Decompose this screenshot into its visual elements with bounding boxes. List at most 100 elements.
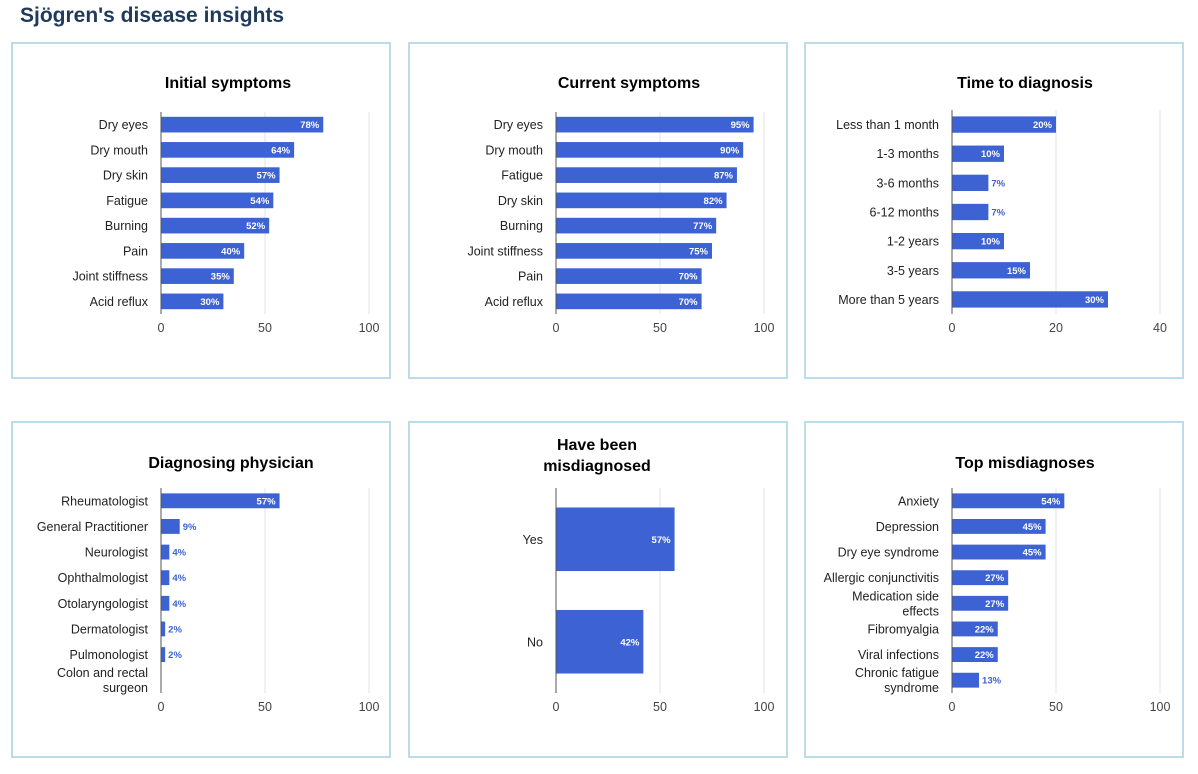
data-label: 87%: [714, 171, 734, 182]
data-label: 82%: [704, 196, 724, 207]
category-label-line: surgeon: [103, 681, 148, 695]
bar-dry-eyes: [161, 116, 324, 133]
category-label-line: Yes: [523, 533, 543, 547]
category-label: Dry mouth: [485, 143, 543, 157]
category-label: Dry eye syndrome: [838, 546, 939, 560]
x-tick-label: 0: [949, 321, 956, 335]
chart-title: Diagnosing physician: [148, 455, 313, 472]
data-label: 75%: [689, 246, 709, 257]
chart-current-symptoms: 0 50 100 Current symptoms Dry eyes 95% Dry mou…: [467, 75, 775, 335]
category-label: Acid reflux: [485, 295, 544, 309]
category-label: No: [527, 635, 543, 649]
data-label: 40%: [221, 246, 241, 257]
chart-title: Top misdiagnoses: [955, 455, 1094, 472]
x-tick-label: 100: [754, 321, 775, 335]
category-label-line: Chronic fatigue: [855, 666, 939, 680]
data-label: 2%: [168, 650, 182, 661]
chart-title: Initial symptoms: [165, 75, 291, 92]
category-label: Dry mouth: [90, 143, 148, 157]
category-label-line: Acid reflux: [485, 295, 544, 309]
data-label: 64%: [271, 145, 291, 156]
x-tick-label: 20: [1049, 321, 1063, 335]
category-label-line: No: [527, 635, 543, 649]
category-label-line: Rheumatologist: [61, 494, 148, 508]
data-label: 10%: [981, 237, 1001, 248]
chart-diagnosing-physician: 0 50 100 Diagnosing physician Rheumatologist…: [37, 455, 380, 714]
bar-otolaryngologist: [161, 595, 170, 611]
category-label-line: Dry mouth: [485, 143, 543, 157]
category-label-line: Joint stiffness: [72, 270, 148, 284]
category-label: Acid reflux: [90, 295, 149, 309]
bar-ophthalmologist: [161, 570, 170, 586]
category-label: Pain: [123, 244, 148, 258]
category-label-line: Acid reflux: [90, 295, 149, 309]
data-label: 4%: [172, 548, 186, 559]
data-label: 35%: [211, 272, 231, 283]
category-label: Anxiety: [898, 494, 940, 508]
chart-title-line: Have been: [557, 437, 637, 454]
category-label: Neurologist: [85, 546, 149, 560]
category-label-line: More than 5 years: [838, 293, 939, 307]
category-label-line: Dry skin: [103, 169, 148, 183]
bar-pulmonologist: [161, 647, 166, 662]
category-label: Dry eyes: [99, 118, 148, 132]
page-title: Sjögren's disease insights: [20, 4, 285, 27]
chart-panel-current-symptoms: 0 50 100 Current symptoms Dry eyes 95% Dry mou…: [408, 42, 788, 379]
data-label: 27%: [985, 573, 1005, 584]
chart-title: Have been misdiagnosed: [543, 437, 651, 475]
category-label-line: Dry eyes: [99, 118, 148, 132]
data-label: 9%: [183, 522, 197, 533]
x-tick-label: 0: [158, 700, 165, 714]
category-label: Colon and rectal surgeon: [57, 666, 148, 695]
data-label: 15%: [1007, 266, 1027, 277]
category-label: 1-2 years: [887, 235, 939, 249]
x-tick-label: 50: [258, 321, 272, 335]
category-label: Ophthalmologist: [58, 571, 149, 585]
category-label: Fibromyalgia: [867, 622, 939, 636]
category-label-line: syndrome: [884, 681, 939, 695]
category-label: Joint stiffness: [72, 270, 148, 284]
bar-1-3-months: [952, 145, 1004, 162]
chart-panel-time-to-diagnosis: 0 20 40 Time to diagnosis Less than 1 month 2…: [804, 42, 1184, 379]
category-label: Dermatologist: [71, 622, 149, 636]
bar-dry-skin: [161, 167, 280, 183]
x-tick-label: 100: [359, 321, 380, 335]
category-label-line: effects: [902, 604, 939, 618]
category-label-line: Otolaryngologist: [58, 597, 149, 611]
data-label: 22%: [975, 624, 995, 635]
bar-joint-stiffness: [161, 268, 234, 284]
category-label: Dry skin: [103, 169, 148, 183]
bar-3-6-months: [952, 174, 989, 192]
category-label: Joint stiffness: [467, 244, 543, 258]
data-label: 27%: [985, 599, 1005, 610]
category-label: Otolaryngologist: [58, 597, 149, 611]
x-tick-label: 0: [949, 700, 956, 714]
x-tick-label: 50: [258, 700, 272, 714]
chart-panel-have-been-misdiagnosed: 0 50 100 Have been misdiagnosed Yes 57% No 42%: [408, 421, 788, 758]
category-label-line: Joint stiffness: [467, 244, 543, 258]
category-label-line: Fatigue: [501, 169, 543, 183]
bar-dry-eyes: [556, 116, 754, 133]
category-label-line: Ophthalmologist: [58, 571, 149, 585]
category-label: More than 5 years: [838, 293, 939, 307]
bar-neurologist: [161, 544, 170, 560]
chart-title-line: Time to diagnosis: [957, 75, 1093, 92]
bar-dermatologist: [161, 621, 166, 637]
chart-title-line: Top misdiagnoses: [955, 455, 1094, 472]
data-label: 7%: [991, 208, 1005, 219]
category-label-line: Colon and rectal: [57, 666, 148, 680]
category-label-line: Burning: [500, 219, 543, 233]
category-label-line: Pain: [518, 270, 543, 284]
category-label-line: Allergic conjunctivitis: [824, 571, 939, 585]
chart-title-line: Diagnosing physician: [148, 455, 313, 472]
bar-general-practitioner: [161, 519, 180, 534]
data-label: 70%: [679, 297, 699, 308]
data-label: 10%: [981, 149, 1001, 160]
category-label-line: Pulmonologist: [69, 648, 148, 662]
data-label: 22%: [975, 650, 995, 661]
category-label-line: Anxiety: [898, 494, 940, 508]
bar-yes: [556, 507, 675, 572]
category-label-line: 3-6 months: [876, 176, 939, 190]
x-tick-label: 0: [158, 321, 165, 335]
category-label-line: 1-3 months: [876, 147, 939, 161]
